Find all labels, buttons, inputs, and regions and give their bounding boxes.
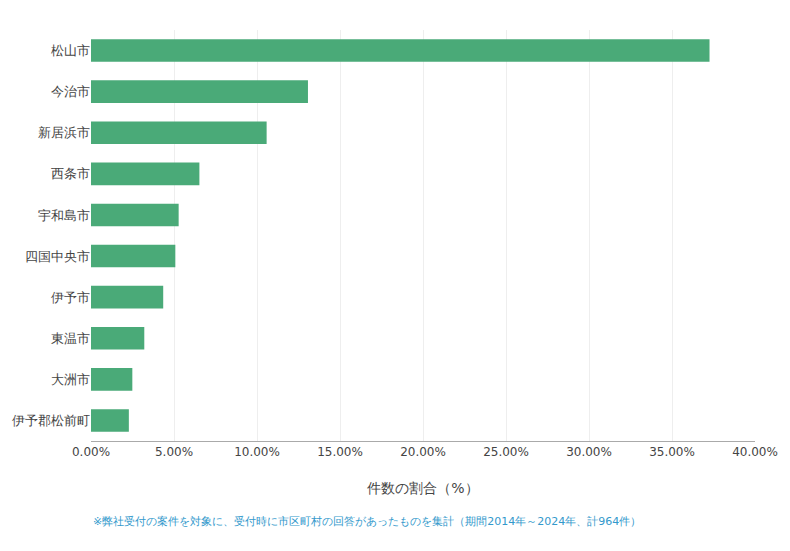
svg-text:新居浜市: 新居浜市 (38, 125, 90, 140)
svg-text:東温市: 東温市 (51, 331, 90, 346)
svg-text:件数の割合（%）: 件数の割合（%） (367, 480, 478, 496)
svg-text:四国中央市: 四国中央市 (25, 249, 90, 264)
svg-text:5.00%: 5.00% (155, 445, 193, 459)
svg-text:宇和島市: 宇和島市 (38, 208, 90, 223)
svg-text:25.00%: 25.00% (483, 445, 529, 459)
svg-text:35.00%: 35.00% (649, 445, 695, 459)
svg-text:0.00%: 0.00% (72, 445, 110, 459)
svg-text:大洲市: 大洲市 (51, 372, 90, 387)
svg-text:西条市: 西条市 (51, 166, 90, 181)
svg-text:10.00%: 10.00% (234, 445, 280, 459)
svg-text:20.00%: 20.00% (400, 445, 446, 459)
svg-text:今治市: 今治市 (51, 84, 90, 99)
svg-text:15.00%: 15.00% (317, 445, 363, 459)
svg-text:伊予郡松前町: 伊予郡松前町 (12, 413, 90, 428)
svg-text:伊予市: 伊予市 (51, 290, 90, 305)
svg-text:30.00%: 30.00% (566, 445, 612, 459)
svg-text:40.00%: 40.00% (732, 445, 778, 459)
svg-text:松山市: 松山市 (51, 43, 90, 58)
svg-text:※弊社受付の案件を対象に、受付時に市区町村の回答があったもの: ※弊社受付の案件を対象に、受付時に市区町村の回答があったものを集計（期間2014… (93, 515, 641, 528)
